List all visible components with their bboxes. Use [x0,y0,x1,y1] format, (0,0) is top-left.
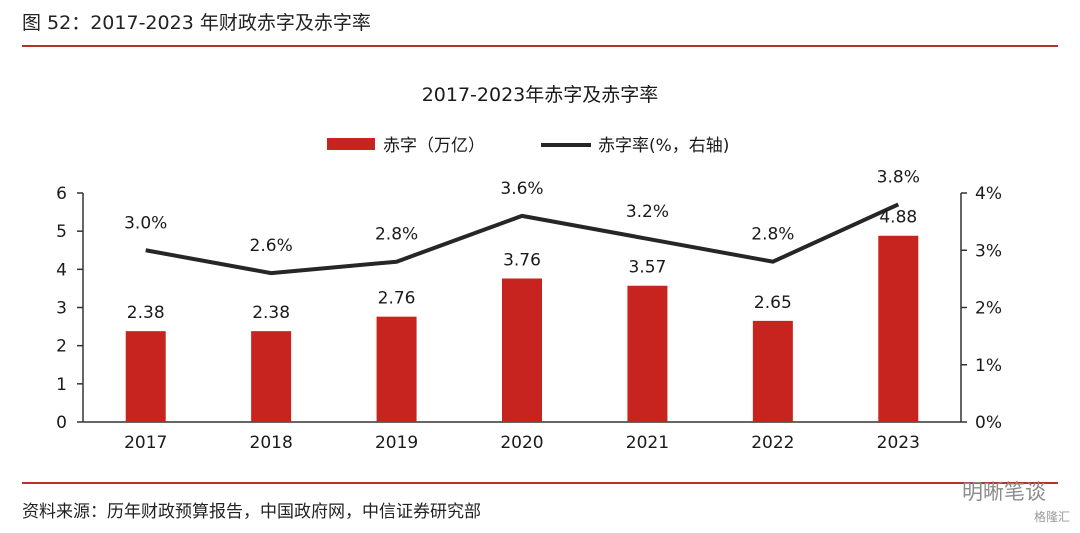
legend-bar-label: 赤字（万亿） [383,136,485,156]
x-tick-label: 2018 [250,433,293,453]
watermark: 明晰笔谈 [962,480,1046,504]
bar [125,331,166,422]
left-tick-label: 1 [56,375,67,395]
x-tick-label: 2017 [124,433,167,453]
bar-value-label: 2.65 [754,293,792,313]
bar [752,320,793,422]
legend-bar-swatch [327,138,375,150]
rate-value-label: 3.6% [500,179,543,199]
source-note: 资料来源：历年财政预算报告，中国政府网，中信证券研究部 [22,502,481,522]
left-tick-label: 0 [56,413,67,433]
legend-line-label: 赤字率(%，右轴) [598,136,729,156]
right-tick-label: 1% [975,356,1002,376]
right-tick-label: 4% [975,184,1002,204]
bottom-divider [22,482,1058,484]
x-tick-label: 2020 [500,433,543,453]
bar-value-label: 3.76 [503,250,541,270]
rate-value-label: 3.8% [877,167,920,187]
left-tick-label: 2 [56,337,67,357]
deficit-chart: 2017-2023年赤字及赤字率 赤字（万亿） 赤字率(%，右轴) 0 1 2 3 4 5… [56,84,1002,453]
rate-value-label: 3.0% [124,213,167,233]
rate-value-label: 2.8% [751,225,794,245]
axes: 0 1 2 3 4 5 6 0% 1% 2% 3% 4% 2017 2018 2019 2020 2021 202… [56,184,1002,453]
bar [251,331,292,422]
bar [627,285,668,422]
chart-title: 2017-2023年赤字及赤字率 [422,84,659,106]
x-tick-label: 2019 [375,433,418,453]
x-tick-label: 2021 [626,433,669,453]
bar [878,235,919,422]
bar-value-label: 2.38 [252,303,290,323]
right-tick-label: 2% [975,299,1002,319]
bar [502,278,542,422]
left-tick-label: 3 [56,299,67,319]
right-tick-label: 0% [975,413,1002,433]
figure-title: 图 52：2017-2023 年财政赤字及赤字率 [22,12,371,34]
right-tick-label: 3% [975,241,1002,261]
rate-value-label: 2.8% [375,225,418,245]
bar-value-label: 2.76 [378,289,416,309]
rate-value-label: 2.6% [250,236,293,256]
bars [125,235,919,422]
bar [376,316,417,422]
watermark-secondary: 格隆汇 [1033,510,1070,524]
left-tick-label: 5 [56,222,67,242]
rate-line-path [145,202,900,276]
bar-value-label: 4.88 [879,208,917,228]
legend: 赤字（万亿） 赤字率(%，右轴) [327,136,729,156]
rate-line [145,202,900,276]
left-tick-label: 6 [56,184,67,204]
rate-value-label: 3.2% [626,202,669,222]
bar-value-label: 2.38 [127,303,165,323]
bar-value-label: 3.57 [628,258,666,278]
left-tick-label: 4 [56,260,67,280]
data-labels: 2.38 2.38 2.76 3.76 3.57 2.65 4.88 3.0% 2.6% 2.8%… [124,167,920,323]
top-divider [22,45,1058,47]
x-tick-label: 2023 [877,433,920,453]
x-tick-label: 2022 [751,433,794,453]
